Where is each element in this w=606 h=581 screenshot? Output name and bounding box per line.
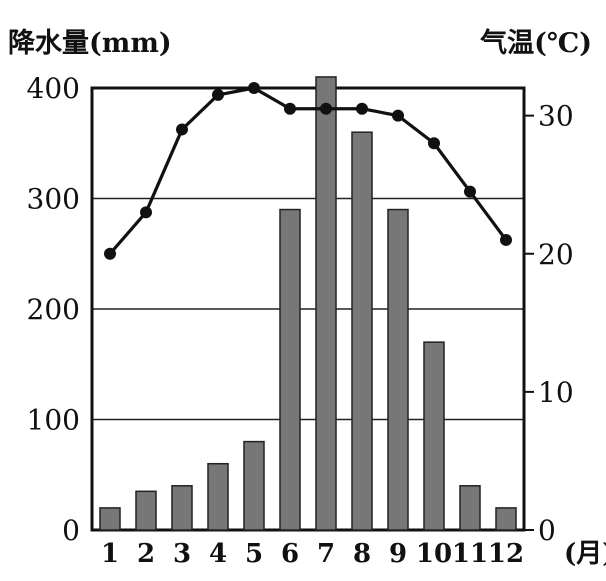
month-label: 12 <box>488 539 524 569</box>
precipitation-bar <box>135 490 157 531</box>
left-tick-label: 300 <box>27 183 80 216</box>
left-tick-label: 100 <box>27 404 80 437</box>
temperature-point <box>428 137 440 150</box>
plot-area <box>90 86 526 532</box>
right-tick-label: 0 <box>538 514 556 547</box>
month-label: 7 <box>317 539 335 569</box>
temperature-point <box>104 247 116 260</box>
right-tick-label: 20 <box>538 238 574 271</box>
plot-frame <box>90 86 526 532</box>
precipitation-bar <box>459 485 481 531</box>
precipitation-bar <box>423 341 445 531</box>
month-label: 3 <box>173 539 191 569</box>
month-label: 1 <box>101 539 119 569</box>
month-label: 10 <box>416 539 452 569</box>
temperature-point <box>500 233 512 246</box>
month-label: 11 <box>452 539 488 569</box>
month-label: 5 <box>245 539 263 569</box>
month-label: 8 <box>353 539 371 569</box>
precipitation-bar <box>243 440 265 531</box>
precipitation-bars <box>99 76 517 531</box>
x-unit-label: (月) <box>564 539 606 569</box>
precipitation-bar <box>315 76 337 531</box>
precipitation-bar <box>99 507 121 531</box>
temperature-point <box>464 185 476 198</box>
temperature-point <box>392 109 404 122</box>
precipitation-bar <box>279 208 301 531</box>
month-label: 4 <box>209 539 227 569</box>
temperature-point <box>212 88 224 101</box>
precipitation-bar <box>387 208 409 531</box>
right-tick-label: 30 <box>538 100 574 133</box>
temperature-line <box>108 86 508 255</box>
right-axis-label: 气温(℃) <box>479 28 592 59</box>
temperature-point <box>284 102 296 115</box>
left-tick-label: 200 <box>27 293 80 326</box>
left-axis-label: 降水量(mm) <box>8 28 172 59</box>
precipitation-bar <box>207 462 229 531</box>
right-tick-label: 10 <box>538 376 574 409</box>
temperature-point <box>320 102 332 115</box>
precipitation-bar <box>171 485 193 531</box>
temperature-point <box>140 206 152 219</box>
month-label: 9 <box>389 539 407 569</box>
temperature-point <box>356 102 368 115</box>
left-tick-label: 400 <box>27 72 80 105</box>
month-label: 2 <box>137 539 155 569</box>
temperature-series <box>104 82 512 260</box>
temperature-point <box>248 82 260 94</box>
month-label: 6 <box>281 539 299 569</box>
left-tick-label: 0 <box>62 514 80 547</box>
temperature-point <box>176 123 188 136</box>
precipitation-bar <box>351 131 373 531</box>
precipitation-bar <box>495 507 517 531</box>
